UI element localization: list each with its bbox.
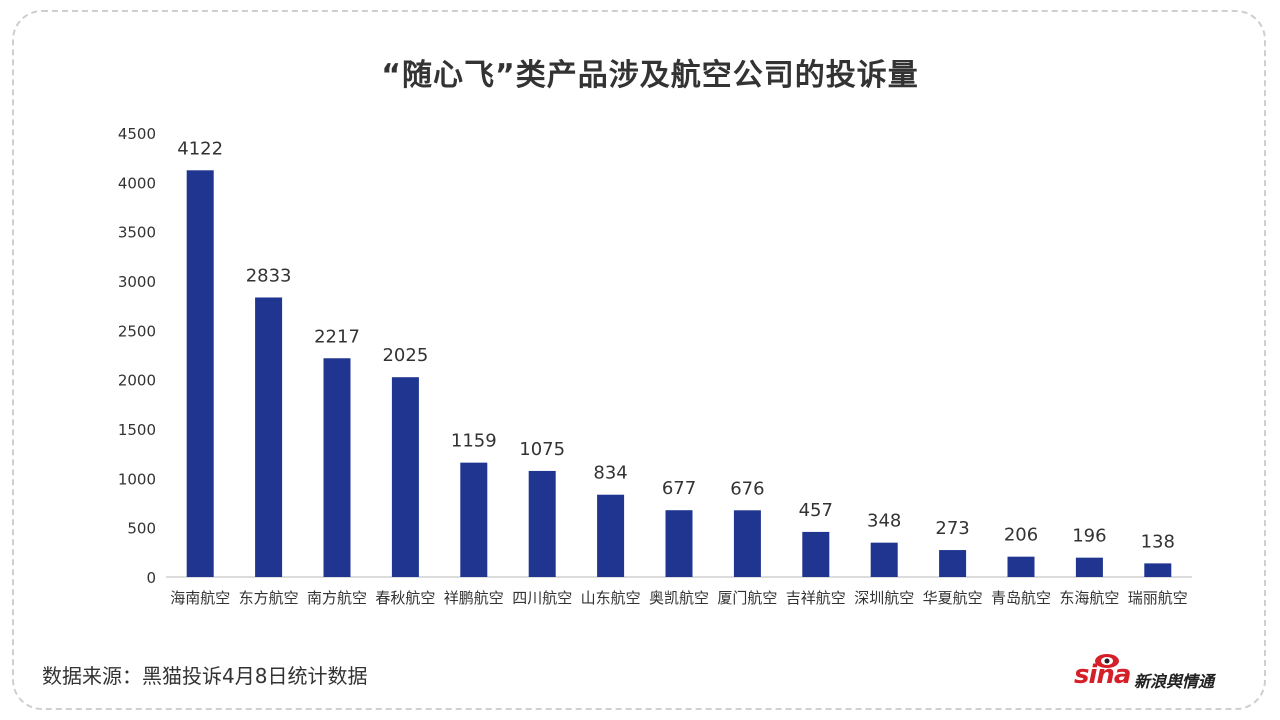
sina-logo: sina 新浪舆情通 xyxy=(1072,650,1242,694)
bar xyxy=(323,358,351,577)
data-label: 677 xyxy=(662,478,696,499)
y-tick-label: 3500 xyxy=(118,224,156,242)
data-label: 4122 xyxy=(177,138,223,159)
x-tick-label: 奥凯航空 xyxy=(649,589,709,607)
x-tick-label: 祥鹏航空 xyxy=(444,589,504,607)
y-tick-label: 2500 xyxy=(118,322,156,340)
x-tick-label: 东方航空 xyxy=(239,589,299,607)
x-tick-label: 深圳航空 xyxy=(854,589,914,607)
x-tick-label: 华夏航空 xyxy=(923,589,983,607)
data-label: 138 xyxy=(1141,531,1175,552)
data-label: 273 xyxy=(935,518,969,539)
data-label: 2217 xyxy=(314,326,360,347)
y-tick-label: 3000 xyxy=(118,273,156,291)
bar xyxy=(733,510,761,577)
data-label: 2833 xyxy=(246,265,292,286)
y-tick-label: 4500 xyxy=(118,125,156,143)
data-label: 2025 xyxy=(382,345,428,366)
x-tick-label: 四川航空 xyxy=(512,589,572,607)
bar xyxy=(1075,557,1103,577)
x-tick-label: 南方航空 xyxy=(307,589,367,607)
y-tick-label: 1500 xyxy=(118,421,156,439)
y-tick-label: 500 xyxy=(127,520,156,538)
bar xyxy=(391,377,419,577)
x-tick-label: 吉祥航空 xyxy=(786,589,846,607)
chart-card xyxy=(12,10,1266,710)
x-tick-label: 春秋航空 xyxy=(375,589,435,607)
y-tick-label: 0 xyxy=(146,569,156,587)
y-tick-label: 4000 xyxy=(118,174,156,192)
x-tick-label: 东海航空 xyxy=(1059,589,1119,607)
bar xyxy=(186,170,214,577)
bar xyxy=(597,494,625,577)
y-tick-label: 1000 xyxy=(118,470,156,488)
x-tick-label: 青岛航空 xyxy=(991,589,1051,607)
bar xyxy=(939,550,967,577)
data-source: 数据来源：黑猫投诉4月8日统计数据 xyxy=(42,664,368,688)
chart-title: “随心飞”类产品涉及航空公司的投诉量 xyxy=(381,58,919,93)
logo-brand: sina xyxy=(1074,660,1131,690)
x-tick-label: 海南航空 xyxy=(170,589,230,607)
logo-name: 新浪舆情通 xyxy=(1134,672,1215,691)
bar xyxy=(1007,556,1035,577)
bar-chart: 0 500 1000 1500 2000 2500 3000 3500 4000 4500 4122… xyxy=(118,125,1192,607)
x-tick-label: 山东航空 xyxy=(581,589,641,607)
bar xyxy=(528,470,556,577)
data-label: 676 xyxy=(730,478,764,499)
y-tick-label: 2000 xyxy=(118,372,156,390)
bar xyxy=(460,462,488,577)
data-label: 1075 xyxy=(519,439,565,460)
data-label: 206 xyxy=(1004,525,1038,546)
data-label: 348 xyxy=(867,511,901,532)
x-tick-label: 厦门航空 xyxy=(717,589,777,607)
data-label: 196 xyxy=(1072,526,1106,547)
bar xyxy=(665,510,693,577)
data-label: 457 xyxy=(799,500,833,521)
x-tick-label: 瑞丽航空 xyxy=(1128,589,1188,607)
eye-icon xyxy=(1095,654,1119,668)
bar xyxy=(255,297,283,577)
data-label: 1159 xyxy=(451,431,497,452)
bar xyxy=(802,531,830,577)
data-label: 834 xyxy=(593,463,627,484)
bar xyxy=(1144,563,1172,577)
bar xyxy=(870,542,898,577)
